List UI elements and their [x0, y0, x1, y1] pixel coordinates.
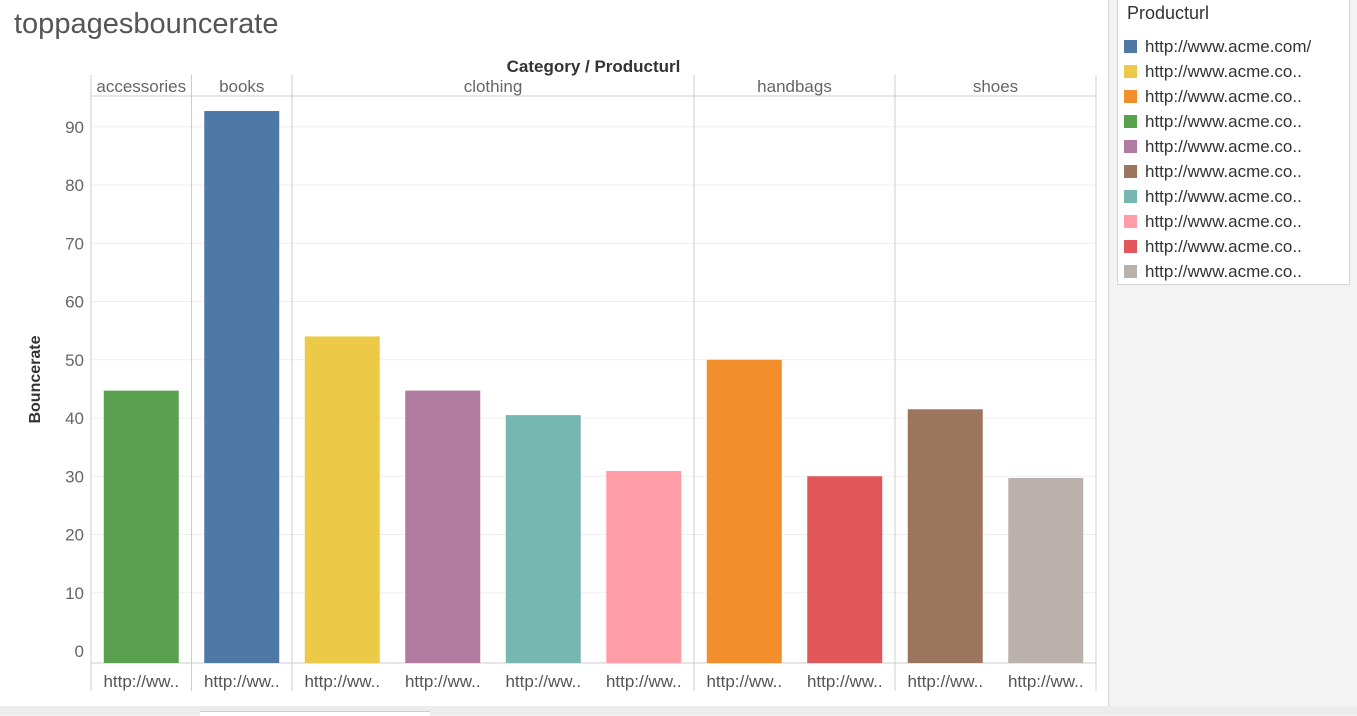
- legend-item[interactable]: http://www.acme.co..: [1124, 209, 1346, 234]
- sheet-tab-bar: [0, 706, 1357, 715]
- legend-label: http://www.acme.com/: [1145, 36, 1312, 56]
- bar[interactable]: [304, 336, 380, 663]
- group-header: clothing: [464, 77, 523, 96]
- legend-label: http://www.acme.co..: [1145, 86, 1302, 106]
- legend-item[interactable]: http://www.acme.co..: [1124, 109, 1346, 134]
- legend-item[interactable]: http://www.acme.co..: [1124, 259, 1346, 284]
- y-tick-label: 20: [65, 526, 84, 545]
- legend-swatch: [1124, 40, 1137, 53]
- x-tick-label: http://ww..: [706, 672, 782, 691]
- y-tick-label: 60: [65, 293, 84, 312]
- x-tick-label: http://ww..: [204, 672, 280, 691]
- y-tick-label: 70: [65, 234, 84, 253]
- legend-swatch: [1124, 65, 1137, 78]
- legend-item[interactable]: http://www.acme.co..: [1124, 159, 1346, 184]
- legend-item[interactable]: http://www.acme.co..: [1124, 184, 1346, 209]
- legend-swatch: [1124, 265, 1137, 278]
- y-axis-label: Bouncerate: [27, 335, 44, 423]
- bar[interactable]: [606, 471, 682, 663]
- legend-label: http://www.acme.co..: [1145, 261, 1302, 281]
- x-tick-label: http://ww..: [807, 672, 883, 691]
- legend-swatch: [1124, 215, 1137, 228]
- legend-swatch: [1124, 90, 1137, 103]
- y-tick-label: 10: [65, 584, 84, 603]
- chart-title: toppagesbouncerate: [14, 8, 279, 40]
- worksheet: toppagesbouncerate Category / Producturl…: [0, 0, 1109, 707]
- legend-label: http://www.acme.co..: [1145, 236, 1302, 256]
- column-header: Category / Producturl: [507, 57, 681, 76]
- bar[interactable]: [1008, 477, 1084, 663]
- legend-swatch: [1124, 240, 1137, 253]
- legend-item[interactable]: http://www.acme.co..: [1124, 234, 1346, 259]
- y-tick-label: 40: [65, 409, 84, 428]
- legend-label: http://www.acme.co..: [1145, 211, 1302, 231]
- x-tick-label: http://ww..: [505, 672, 581, 691]
- bar[interactable]: [807, 476, 883, 663]
- x-tick-label: http://ww..: [907, 672, 983, 691]
- legend-label: http://www.acme.co..: [1145, 61, 1302, 81]
- x-tick-label: http://ww..: [304, 672, 380, 691]
- bar[interactable]: [405, 390, 481, 663]
- group-header: accessories: [96, 77, 186, 96]
- legend-item[interactable]: http://www.acme.co..: [1124, 84, 1346, 109]
- bar[interactable]: [907, 409, 983, 663]
- legend-item[interactable]: http://www.acme.com/: [1124, 34, 1346, 59]
- x-tick-label: http://ww..: [405, 672, 481, 691]
- x-tick-label: http://ww..: [103, 672, 179, 691]
- y-tick-label: 30: [65, 467, 84, 486]
- legend-swatch: [1124, 115, 1137, 128]
- x-tick-label: http://ww..: [1008, 672, 1084, 691]
- legend-label: http://www.acme.co..: [1145, 111, 1302, 131]
- legend-label: http://www.acme.co..: [1145, 136, 1302, 156]
- legend: Producturl http://www.acme.com/http://ww…: [1117, 0, 1350, 285]
- legend-title: Producturl: [1127, 3, 1210, 23]
- legend-swatch: [1124, 140, 1137, 153]
- bar[interactable]: [103, 390, 179, 663]
- legend-label: http://www.acme.co..: [1145, 161, 1302, 181]
- group-header: books: [219, 77, 264, 96]
- legend-item[interactable]: http://www.acme.co..: [1124, 134, 1346, 159]
- group-header: shoes: [973, 77, 1018, 96]
- y-tick-label: 50: [65, 351, 84, 370]
- bar[interactable]: [204, 111, 280, 663]
- bar-chart[interactable]: Category / Producturl Bouncerate 0 10 20 30 40…: [0, 0, 1108, 706]
- legend-swatch: [1124, 165, 1137, 178]
- legend-label: http://www.acme.co..: [1145, 186, 1302, 206]
- y-tick-label: 80: [65, 176, 84, 195]
- legend-swatch: [1124, 190, 1137, 203]
- y-tick-label: 0: [75, 642, 84, 661]
- bar[interactable]: [706, 359, 782, 663]
- sheet-tab[interactable]: [200, 711, 430, 716]
- group-header: handbags: [757, 77, 832, 96]
- x-tick-label: http://ww..: [606, 672, 682, 691]
- bar[interactable]: [505, 415, 581, 663]
- legend-item[interactable]: http://www.acme.co..: [1124, 59, 1346, 84]
- y-tick-label: 90: [65, 118, 84, 137]
